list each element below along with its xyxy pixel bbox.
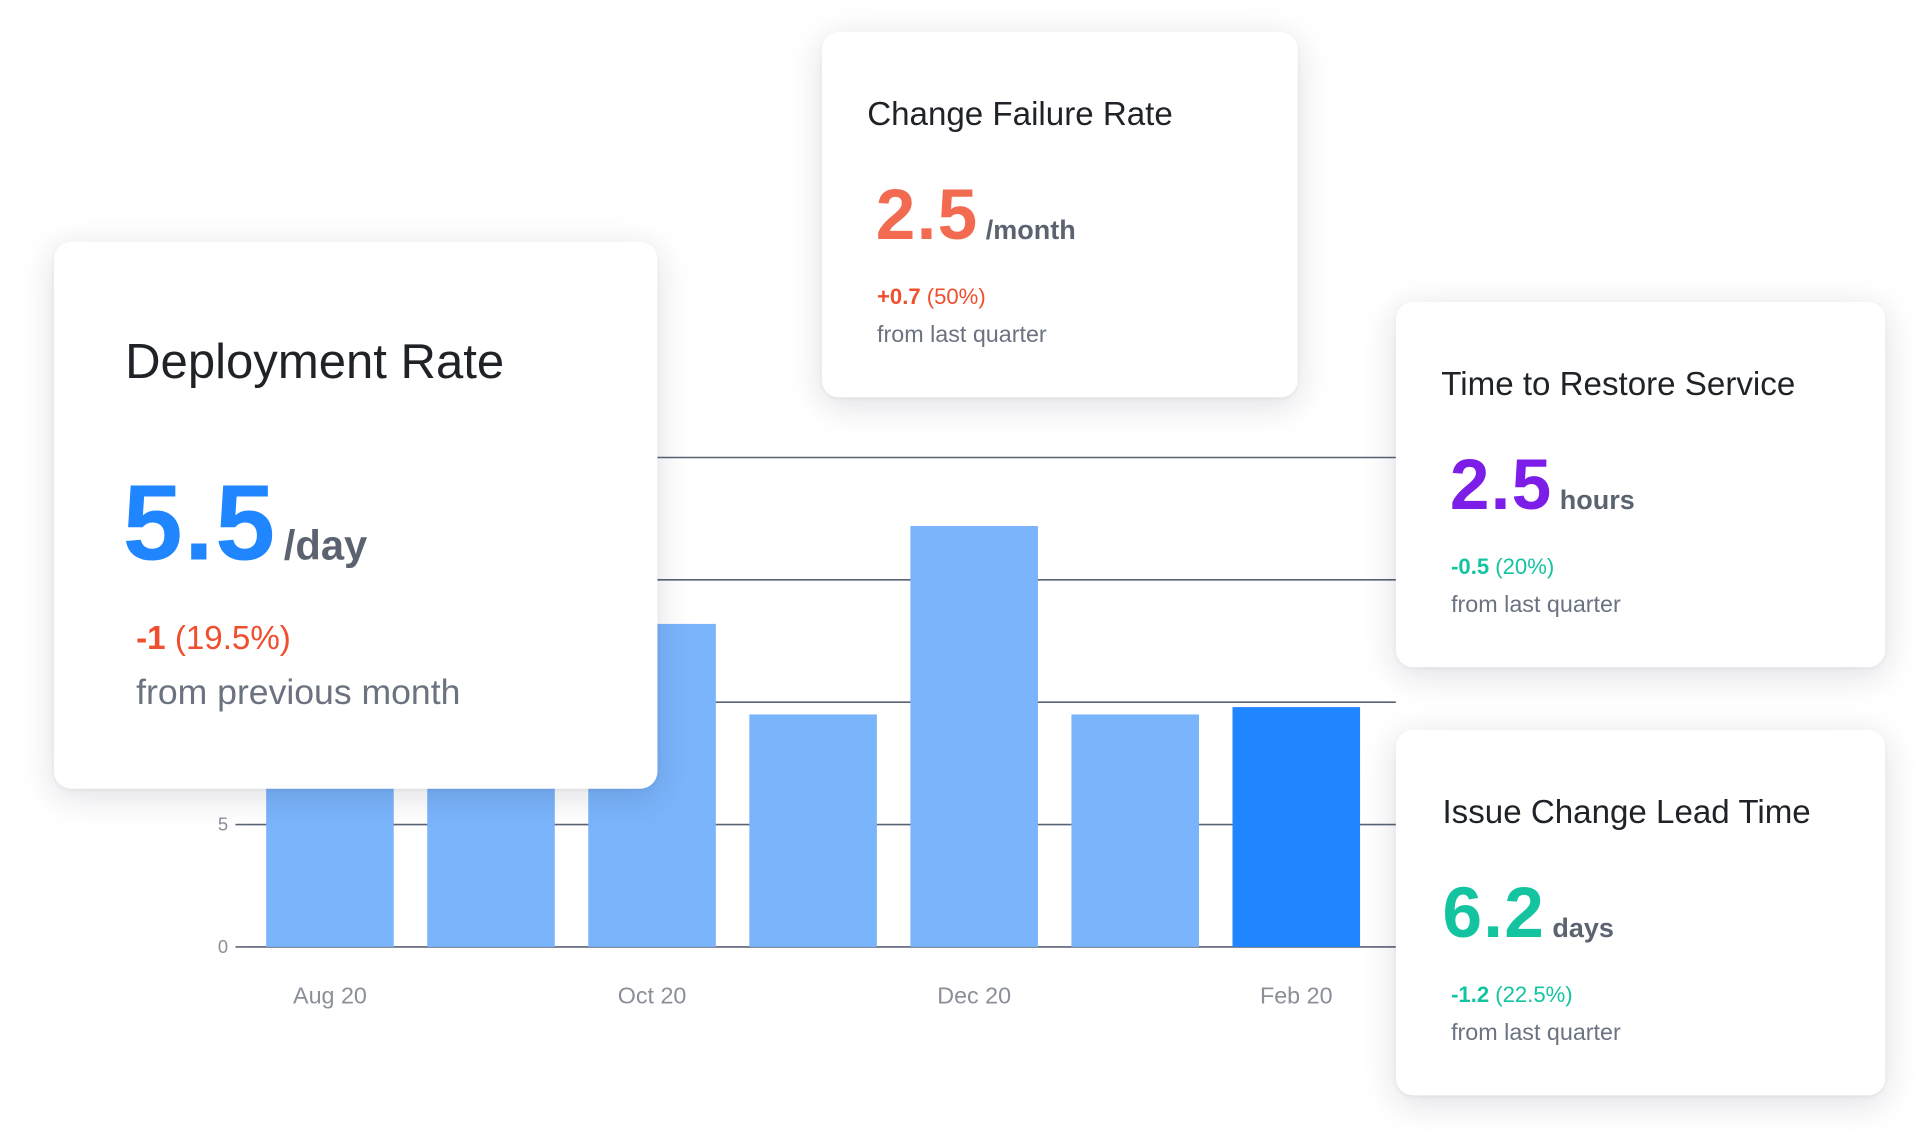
metric-unit: /day bbox=[283, 522, 368, 570]
delta-row: +0.7 (50%) bbox=[877, 285, 986, 311]
metric-value: 5.5 bbox=[122, 461, 277, 583]
comparison-text: from last quarter bbox=[1451, 1020, 1621, 1047]
delta-percent: (50%) bbox=[926, 284, 986, 310]
comparison-text: from last quarter bbox=[877, 322, 1047, 349]
chart-x-axis: Aug 20 Oct 20 Dec 20 Feb 20 bbox=[293, 982, 1333, 1008]
bar-jan-20 bbox=[1071, 714, 1200, 947]
comparison-text: from previous month bbox=[136, 673, 461, 713]
delta-percent: (20%) bbox=[1495, 554, 1555, 579]
y-tick-label: 0 bbox=[218, 936, 228, 957]
bar-nov-20 bbox=[749, 714, 877, 947]
metric-value: 2.5 bbox=[875, 175, 979, 256]
metric-unit: hours bbox=[1559, 484, 1635, 516]
y-tick-label: 5 bbox=[218, 814, 228, 835]
delta-row: -1.2 (22.5%) bbox=[1451, 983, 1573, 1009]
metric-value: 2.5 bbox=[1449, 445, 1553, 525]
metric-value: 6.2 bbox=[1442, 873, 1546, 954]
card-title: Issue Change Lead Time bbox=[1442, 793, 1811, 831]
metric-unit: /month bbox=[985, 214, 1076, 246]
x-tick-label: Aug 20 bbox=[293, 982, 367, 1008]
lead-time-card: Issue Change Lead Time 6.2 days -1.2 (22… bbox=[1395, 729, 1886, 1096]
x-tick-label: Oct 20 bbox=[618, 982, 687, 1008]
bar-feb-20 bbox=[1232, 707, 1361, 947]
delta-value: -0.5 bbox=[1451, 554, 1490, 579]
delta-value: -1.2 bbox=[1451, 982, 1490, 1008]
metric-row: 6.2 days bbox=[1442, 872, 1613, 954]
x-tick-label: Dec 20 bbox=[937, 982, 1011, 1008]
delta-value: -1 bbox=[136, 619, 166, 657]
x-tick-label: Feb 20 bbox=[1260, 982, 1333, 1008]
delta-row: -0.5 (20%) bbox=[1451, 554, 1554, 580]
chart-y-axis: 05 bbox=[218, 814, 246, 957]
comparison-text: from last quarter bbox=[1451, 592, 1621, 619]
change-failure-rate-card: Change Failure Rate 2.5 /month +0.7 (50%… bbox=[821, 31, 1298, 398]
card-title: Deployment Rate bbox=[125, 334, 505, 389]
deployment-rate-card: Deployment Rate 5.5 /day -1 (19.5%) from… bbox=[53, 241, 658, 789]
card-title: Change Failure Rate bbox=[867, 95, 1173, 133]
bar-dec-20 bbox=[910, 526, 1038, 947]
time-to-restore-card: Time to Restore Service 2.5 hours -0.5 (… bbox=[1395, 301, 1886, 668]
delta-value: +0.7 bbox=[877, 284, 921, 310]
metric-row: 5.5 /day bbox=[123, 460, 368, 585]
delta-percent: (19.5%) bbox=[174, 619, 291, 657]
delta-percent: (22.5%) bbox=[1495, 982, 1573, 1008]
metric-row: 2.5 /month bbox=[876, 174, 1076, 256]
metric-unit: days bbox=[1552, 912, 1614, 944]
metric-row: 2.5 hours bbox=[1450, 444, 1635, 526]
card-title: Time to Restore Service bbox=[1441, 365, 1796, 403]
delta-row: -1 (19.5%) bbox=[136, 619, 291, 657]
